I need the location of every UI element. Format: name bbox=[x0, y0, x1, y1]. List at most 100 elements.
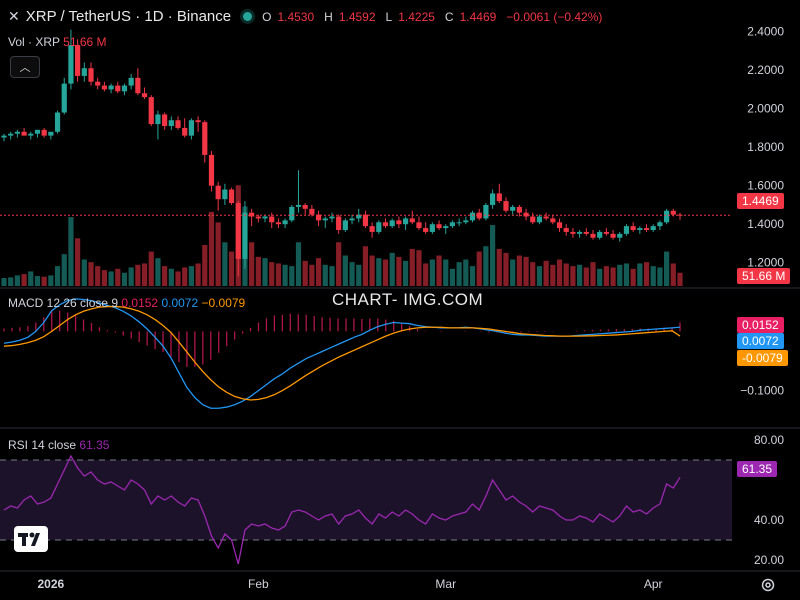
price-tick-label: 2.2000 bbox=[747, 63, 784, 77]
rsi-label: RSI 14 close bbox=[8, 438, 77, 452]
symbol-title[interactable]: XRP / TetherUS · 1D · Binance bbox=[25, 8, 232, 25]
volume-bar bbox=[409, 248, 415, 286]
volume-bar bbox=[182, 267, 188, 286]
volume-bar bbox=[155, 258, 161, 286]
volume-bar bbox=[302, 260, 308, 286]
close-value: 1.4469 bbox=[459, 9, 497, 24]
volume-bar bbox=[617, 264, 623, 286]
candle-body bbox=[141, 93, 148, 98]
collapse-button[interactable]: ︿ bbox=[10, 56, 40, 78]
volume-bar bbox=[657, 267, 663, 286]
market-status-icon bbox=[243, 12, 253, 21]
volume-bar bbox=[536, 266, 543, 286]
candle-body bbox=[21, 131, 27, 136]
time-tick-label: Apr bbox=[644, 577, 663, 591]
price-tick-label: 1.8000 bbox=[747, 140, 784, 154]
candle-body bbox=[416, 222, 422, 229]
volume-bar bbox=[449, 268, 456, 286]
rsi-layer bbox=[0, 454, 732, 565]
time-tick-label: Feb bbox=[248, 577, 269, 591]
volume-bar bbox=[41, 276, 47, 286]
candle-body bbox=[41, 129, 47, 136]
candle-body bbox=[54, 112, 61, 132]
volume-bar bbox=[362, 246, 369, 286]
candle-body bbox=[577, 231, 583, 234]
candle-body bbox=[610, 233, 616, 238]
candle-body bbox=[650, 226, 656, 230]
rsi-tick-label: 80.00 bbox=[754, 433, 784, 447]
candle-body bbox=[597, 231, 603, 238]
close-icon[interactable]: ✕ bbox=[8, 8, 20, 24]
candle-body bbox=[523, 212, 529, 217]
candle-body bbox=[396, 220, 402, 225]
volume-bar bbox=[429, 259, 435, 286]
candle-body bbox=[14, 131, 20, 134]
rsi-tick-label: 40.00 bbox=[754, 513, 784, 527]
volume-bar bbox=[255, 256, 261, 286]
gear-icon[interactable] bbox=[760, 577, 776, 598]
candle-body bbox=[483, 204, 489, 219]
candle-body bbox=[496, 193, 502, 202]
candle-body bbox=[543, 216, 549, 219]
candle-body bbox=[382, 222, 389, 227]
volume-bar bbox=[168, 268, 174, 286]
candle-body bbox=[664, 210, 670, 223]
volume-bar bbox=[643, 262, 650, 286]
high-label: H bbox=[324, 9, 333, 24]
tradingview-logo-icon[interactable] bbox=[14, 526, 48, 552]
volume-bar bbox=[121, 272, 128, 286]
volume-bar bbox=[623, 263, 630, 286]
candle-body bbox=[242, 212, 248, 259]
volume-bar bbox=[135, 264, 141, 286]
open-label: O bbox=[262, 9, 272, 24]
candle-body bbox=[202, 122, 208, 155]
price-tick-label: 1.6000 bbox=[747, 179, 784, 193]
volume-bar bbox=[21, 274, 27, 286]
volume-bar bbox=[402, 260, 409, 286]
candle-body bbox=[670, 210, 676, 215]
candle-body bbox=[8, 133, 14, 136]
candle-body bbox=[336, 216, 342, 230]
volume-bar bbox=[510, 259, 516, 286]
candle-body bbox=[61, 83, 67, 113]
volume-bar bbox=[556, 259, 563, 286]
volume-bar bbox=[88, 262, 94, 286]
rsi-band bbox=[0, 460, 732, 540]
candle-body bbox=[322, 218, 328, 221]
candle-body bbox=[282, 220, 288, 225]
volume-bar bbox=[81, 259, 87, 286]
candle-body bbox=[590, 233, 596, 238]
rsi-value: 61.35 bbox=[79, 438, 110, 452]
candle-body bbox=[463, 220, 469, 223]
volume-bar bbox=[469, 266, 476, 286]
candle-body bbox=[570, 231, 576, 234]
candle-body bbox=[423, 228, 429, 232]
candle-body bbox=[175, 120, 181, 128]
volume-bar bbox=[162, 266, 168, 286]
candle-body bbox=[603, 231, 609, 234]
volume-bar bbox=[28, 271, 34, 286]
candle-body bbox=[295, 204, 302, 207]
volume-bar bbox=[115, 268, 121, 286]
candle-body bbox=[28, 133, 34, 136]
candle-body bbox=[409, 218, 415, 223]
candle-body bbox=[128, 77, 134, 86]
volume-bar bbox=[208, 211, 215, 286]
volume-bar bbox=[523, 256, 529, 286]
candle-layer bbox=[0, 29, 732, 277]
macd-signal-value: −0.0079 bbox=[201, 296, 246, 310]
volume-bar bbox=[597, 268, 603, 286]
candle-body bbox=[443, 226, 449, 229]
volume-bar bbox=[530, 262, 536, 286]
candle-body bbox=[95, 81, 101, 86]
volume-bar bbox=[483, 246, 489, 286]
candle-body bbox=[135, 77, 141, 94]
volume-bar bbox=[443, 259, 449, 286]
volume-bar bbox=[369, 255, 375, 286]
candle-body bbox=[469, 212, 476, 221]
volume-bar bbox=[603, 266, 609, 286]
volume-legend: Vol · XRP 51.66 M bbox=[8, 35, 107, 49]
high-value: 1.4592 bbox=[338, 9, 376, 24]
volume-bar bbox=[48, 275, 54, 286]
